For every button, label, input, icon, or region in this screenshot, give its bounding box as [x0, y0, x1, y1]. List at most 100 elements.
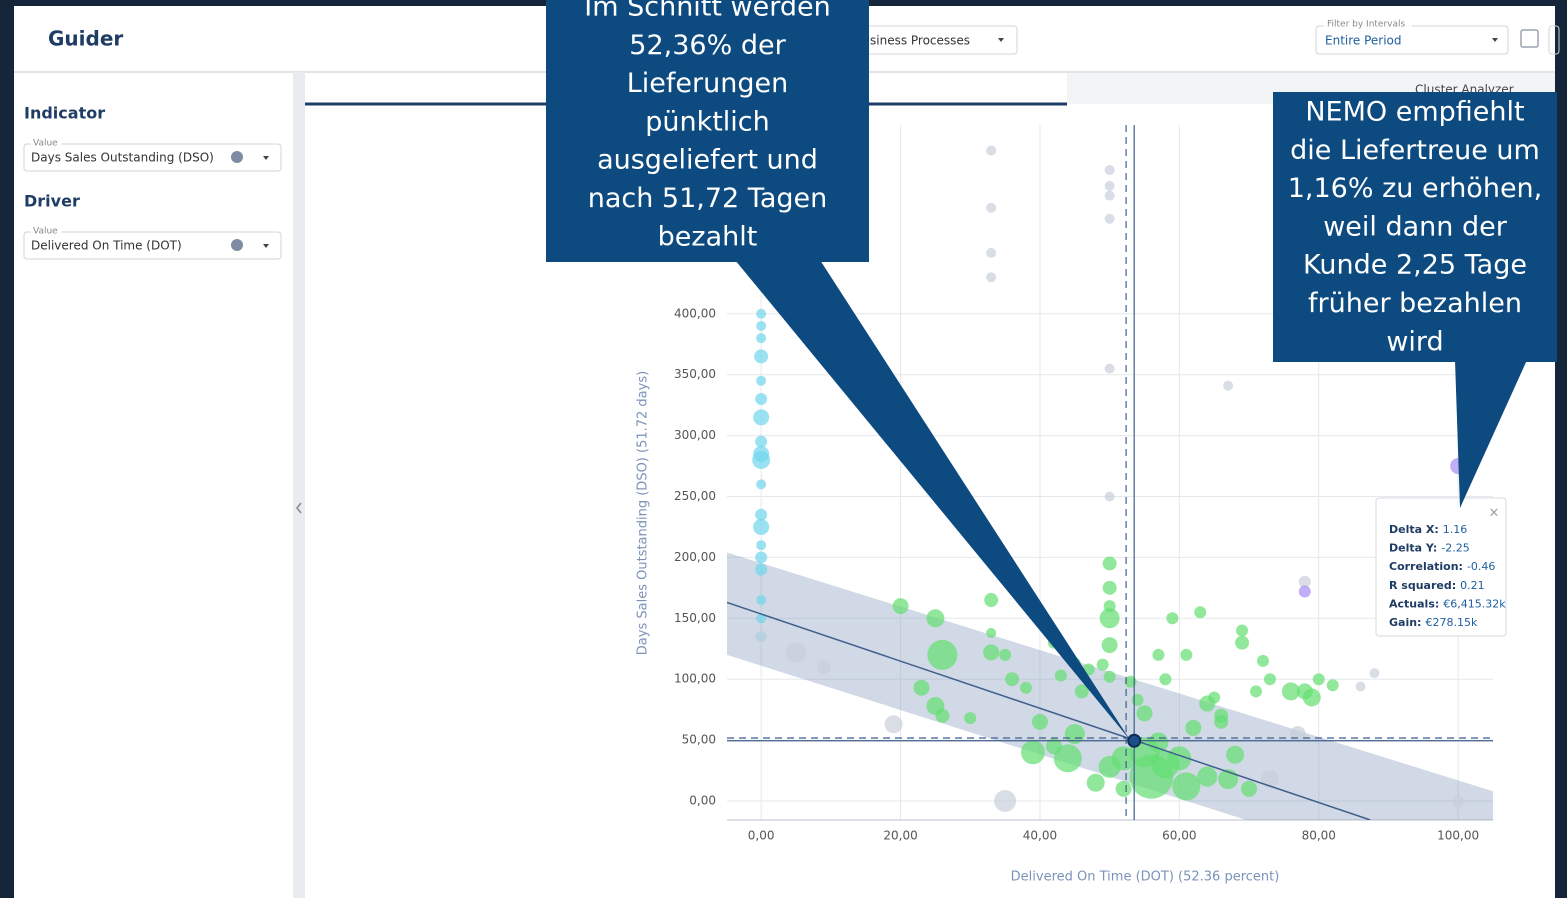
scatter-point — [1250, 685, 1263, 698]
tooltip: × Delta X: 1.16 Delta Y: -2.25 Correlation: -… — [1375, 497, 1507, 637]
scatter-point — [1104, 491, 1115, 502]
indicator-field-label: Value — [33, 139, 58, 149]
y-tick-label: 0,00 — [689, 793, 716, 807]
scatter-point — [1369, 668, 1380, 679]
y-tick-label: 250,00 — [674, 489, 716, 503]
callout-pointer — [1455, 360, 1527, 508]
y-tick-label: 150,00 — [674, 611, 716, 625]
scatter-point — [1031, 713, 1048, 730]
scatter-point — [1115, 780, 1132, 797]
scatter-point — [986, 145, 997, 156]
more-button[interactable] — [1548, 25, 1560, 55]
x-tick-label: 40,00 — [1023, 829, 1057, 843]
scatter-point — [1020, 681, 1033, 694]
scatter-point — [1298, 575, 1311, 588]
scatter-point — [1236, 624, 1249, 637]
trend-line — [727, 601, 1371, 820]
scatter-point — [1102, 580, 1117, 595]
scatter-point — [927, 639, 958, 670]
x-tick-label: 100,00 — [1437, 829, 1479, 843]
scatter-point — [984, 593, 999, 608]
scatter-point — [884, 715, 903, 734]
callout-text: weil dann der — [1323, 211, 1508, 242]
x-tick-label: 60,00 — [1162, 829, 1196, 843]
scatter-point — [1298, 585, 1311, 598]
clear-icon[interactable] — [231, 151, 243, 163]
scatter-point — [983, 644, 1000, 661]
label-bg — [31, 227, 61, 236]
scatter-point — [1172, 772, 1201, 801]
indicator-select[interactable] — [23, 143, 282, 172]
scatter-point — [1260, 770, 1279, 789]
scatter-point — [754, 349, 769, 364]
scatter-point — [1226, 745, 1245, 764]
scatter-point — [1263, 673, 1276, 686]
label-bg — [31, 139, 61, 148]
tooltip-value: €6,415.32k — [1443, 597, 1506, 610]
scatter-point — [935, 708, 950, 723]
y-tick-label: 400,00 — [674, 306, 716, 320]
dropdown-arrow — [263, 156, 269, 160]
x-tick-label: 0,00 — [748, 829, 775, 843]
scatter-point — [926, 609, 945, 628]
label-bg — [1324, 19, 1412, 29]
scatter-point — [1104, 363, 1115, 374]
scatter-point — [986, 202, 997, 213]
callout-box — [1273, 92, 1557, 362]
scatter-point — [756, 333, 767, 344]
scatter-point — [1136, 705, 1153, 722]
x-tick-label: 80,00 — [1302, 829, 1336, 843]
scatter-point — [1256, 654, 1269, 667]
driver-select[interactable] — [23, 231, 282, 260]
dropdown-arrow — [263, 244, 269, 248]
save-icon[interactable] — [1520, 29, 1539, 48]
scatter-point — [1452, 794, 1465, 807]
scatter-point — [756, 613, 767, 624]
scatter-point — [755, 435, 768, 448]
callout-text: früher bezahlen — [1308, 288, 1522, 319]
callout-text: wird — [1386, 326, 1443, 357]
y-tick-label: 350,00 — [674, 367, 716, 381]
indicator-heading: Indicator — [24, 104, 105, 123]
scatter-point — [1289, 726, 1306, 743]
scatter-point — [1214, 708, 1229, 723]
callout-text: NEMO empfiehlt — [1305, 97, 1524, 128]
scatter-point — [986, 247, 997, 258]
callout-text: 52,36% der — [629, 30, 786, 61]
callout-pointer — [735, 260, 1130, 740]
tooltip-close[interactable]: × — [1489, 506, 1500, 521]
clear-icon[interactable] — [231, 239, 243, 251]
scatter-point — [755, 508, 768, 521]
callout-text: 1,16% zu erhöhen, — [1288, 173, 1543, 204]
y-tick-label: 100,00 — [674, 672, 716, 686]
indicator-value: Days Sales Outstanding (DSO) — [31, 151, 214, 165]
y-tick-label: 50,00 — [682, 733, 716, 747]
scatter-point — [752, 450, 771, 469]
scatter-point — [786, 642, 807, 663]
scatter-point — [755, 551, 768, 564]
scatter-point — [1103, 670, 1116, 683]
scatter-point — [756, 595, 767, 606]
tooltip-value: -0.46 — [1467, 560, 1495, 573]
tooltip-label: Gain: — [1389, 616, 1421, 629]
scatter-point — [1235, 635, 1250, 650]
tooltip-label: Delta Y: — [1389, 542, 1437, 555]
tooltip-value: €278.15k — [1425, 616, 1477, 629]
scatter-point — [1326, 679, 1339, 692]
collapse-strip[interactable] — [293, 72, 305, 898]
scatter-point — [1281, 682, 1300, 701]
callout-text: pünktlich — [645, 106, 770, 137]
scatter-point — [1355, 681, 1366, 692]
callout-text: bezahlt — [658, 221, 758, 252]
scatter-point — [1074, 684, 1089, 699]
scatter-point — [753, 409, 770, 426]
collapse-icon — [296, 502, 302, 514]
scatter-point — [1054, 669, 1067, 682]
scatter-point — [1194, 606, 1207, 619]
scatter-point — [1086, 773, 1105, 792]
target-point — [1127, 733, 1142, 748]
y-tick-label: 300,00 — [674, 428, 716, 442]
confidence-band — [727, 552, 1493, 820]
dropdown-arrow — [998, 38, 1004, 42]
x-axis-label: Delivered On Time (DOT) (52.36 percent) — [1011, 870, 1280, 885]
